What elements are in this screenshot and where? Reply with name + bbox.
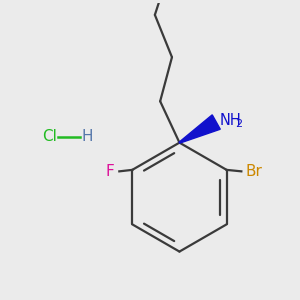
Text: Br: Br: [246, 164, 262, 179]
Text: F: F: [105, 164, 114, 179]
Text: H: H: [82, 129, 94, 144]
Text: NH: NH: [219, 113, 241, 128]
Polygon shape: [179, 115, 220, 143]
Text: Cl: Cl: [42, 129, 57, 144]
Text: 2: 2: [235, 119, 242, 129]
